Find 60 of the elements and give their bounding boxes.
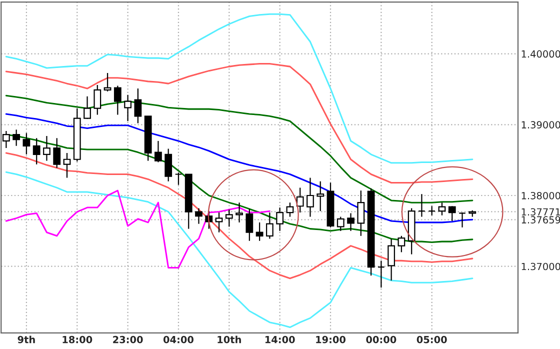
line-series bbox=[5, 62, 474, 184]
candlestick bbox=[388, 238, 396, 282]
candlestick bbox=[438, 202, 446, 216]
x-tick-label: 10th bbox=[218, 336, 241, 344]
candlestick bbox=[276, 206, 284, 232]
x-tick-label: 05:00 bbox=[416, 336, 447, 344]
x-tick-label: 9th bbox=[18, 336, 35, 344]
candlestick bbox=[357, 190, 365, 236]
candlestick bbox=[286, 202, 294, 218]
y-tick-label: 1.38000 bbox=[522, 192, 560, 200]
candlestick bbox=[32, 138, 40, 165]
candlestick bbox=[174, 172, 182, 186]
candlestick bbox=[195, 208, 202, 224]
candlestick bbox=[22, 132, 30, 155]
y-tick-label: 1.40000 bbox=[522, 50, 560, 58]
line-series bbox=[5, 152, 474, 280]
line-series bbox=[5, 171, 474, 328]
x-tick-label: 00:00 bbox=[366, 336, 396, 344]
candlestick bbox=[347, 212, 354, 232]
x-tick-label: 23:00 bbox=[113, 336, 143, 344]
line-series bbox=[5, 13, 474, 164]
candlestick bbox=[418, 194, 426, 218]
candlestick bbox=[2, 130, 10, 149]
candlestick bbox=[316, 180, 324, 212]
candlestick bbox=[12, 129, 20, 146]
y-tick-label: 1.37659 bbox=[522, 216, 560, 224]
candlestick bbox=[215, 212, 223, 233]
candlestick bbox=[104, 72, 112, 92]
candlestick bbox=[84, 96, 91, 120]
candlestick bbox=[296, 187, 304, 214]
candlestick bbox=[225, 209, 233, 228]
candlestick bbox=[266, 212, 274, 240]
y-tick-label: 1.37771 bbox=[522, 208, 560, 216]
candlestick bbox=[448, 206, 456, 222]
candlestick bbox=[164, 148, 172, 182]
candlestick bbox=[53, 138, 61, 168]
candlestick bbox=[63, 152, 71, 178]
x-tick-label: 19:00 bbox=[316, 336, 346, 344]
y-tick-label: 1.39000 bbox=[522, 121, 560, 128]
y-tick-label: 1.37000 bbox=[522, 262, 560, 270]
candlestick bbox=[336, 216, 344, 232]
candlestick bbox=[428, 206, 436, 216]
candlestick bbox=[134, 88, 142, 124]
x-tick-label: 04:00 bbox=[163, 336, 194, 344]
candlestick bbox=[124, 94, 132, 122]
candlestick bbox=[154, 140, 162, 163]
candlestick bbox=[458, 212, 466, 228]
candlestick bbox=[398, 235, 406, 253]
x-tick-label: 14:00 bbox=[265, 336, 295, 344]
candlestick bbox=[306, 177, 314, 218]
candlestick bbox=[236, 202, 243, 223]
candlestick bbox=[256, 222, 264, 242]
candlestick bbox=[94, 84, 102, 116]
candlestick bbox=[246, 208, 254, 242]
line-series bbox=[5, 190, 270, 269]
candlestick bbox=[43, 135, 50, 162]
candlestick bbox=[377, 260, 385, 288]
line-series bbox=[5, 113, 474, 224]
candlestick bbox=[114, 85, 122, 116]
x-tick-label: 18:00 bbox=[62, 336, 92, 344]
